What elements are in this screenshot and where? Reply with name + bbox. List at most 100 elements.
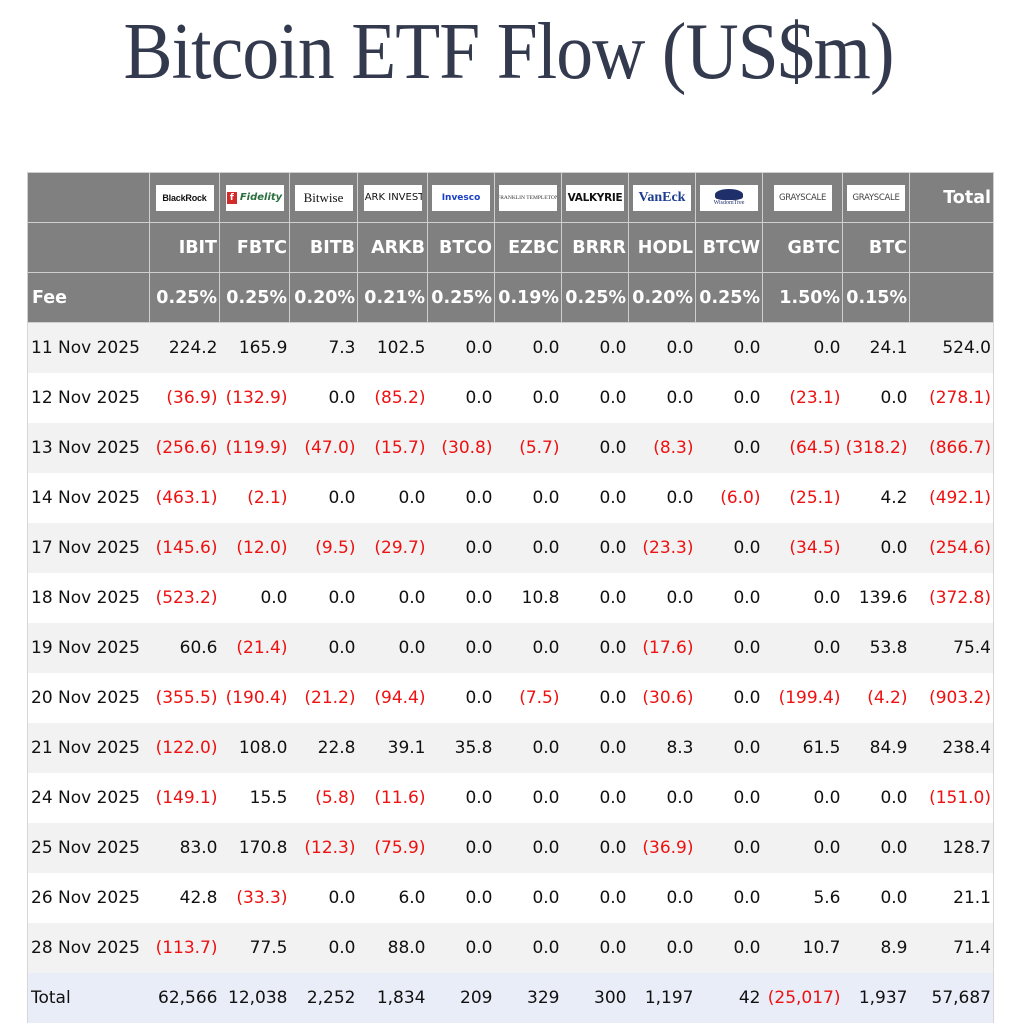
flow-cell: 60.6	[149, 623, 220, 673]
total-cell: 300	[561, 973, 629, 1023]
ark-invest-logo-icon: ARK INVEST	[363, 184, 422, 211]
flow-cell: 84.9	[842, 723, 910, 773]
date-cell: 21 Nov 2025	[27, 723, 150, 773]
flow-cell: 7.3	[289, 322, 358, 373]
issuer-header-valkyrie: VALKYRIE	[561, 172, 629, 223]
flow-cell: 10.7	[762, 923, 843, 973]
flow-cell: (21.4)	[219, 623, 290, 673]
flow-cell: 108.0	[219, 723, 290, 773]
flow-cell: 0.0	[427, 673, 495, 723]
flow-cell: 0.0	[289, 373, 358, 423]
flow-cell: (75.9)	[357, 823, 428, 873]
row-total-cell: (866.7)	[909, 423, 994, 473]
total-row-label: Total	[27, 973, 150, 1023]
ticker-header: IBIT	[149, 222, 220, 273]
table-row: 25 Nov 2025 83.0 170.8 (12.3) (75.9) 0.0 0.0 0.…	[27, 823, 994, 873]
ticker-header: FBTC	[219, 222, 290, 273]
flow-cell: (94.4)	[357, 673, 428, 723]
flow-cell: (34.5)	[762, 523, 843, 573]
flow-cell: 42.8	[149, 873, 220, 923]
flow-cell: 0.0	[561, 373, 629, 423]
flow-cell: 0.0	[842, 823, 910, 873]
ticker-header: BITB	[289, 222, 358, 273]
ticker-total-blank	[909, 222, 994, 273]
flow-cell: 0.0	[427, 823, 495, 873]
flow-cell: 0.0	[695, 573, 763, 623]
flow-cell: (256.6)	[149, 423, 220, 473]
flow-cell: (29.7)	[357, 523, 428, 573]
date-cell: 28 Nov 2025	[27, 923, 150, 973]
date-cell: 17 Nov 2025	[27, 523, 150, 573]
fee-row: Fee 0.25% 0.25% 0.20% 0.21% 0.25% 0.19% …	[27, 272, 994, 323]
date-cell: 25 Nov 2025	[27, 823, 150, 873]
flow-cell: 0.0	[357, 473, 428, 523]
flow-cell: 0.0	[357, 623, 428, 673]
flow-cell: 39.1	[357, 723, 428, 773]
valkyrie-logo-icon: VALKYRIE	[566, 184, 624, 211]
row-total-cell: 524.0	[909, 322, 994, 373]
flow-cell: 0.0	[561, 473, 629, 523]
row-total-cell: (151.0)	[909, 773, 994, 823]
table-row: 28 Nov 2025 (113.7) 77.5 0.0 88.0 0.0 0.0 0.0 0.…	[27, 923, 994, 973]
flow-cell: 0.0	[561, 723, 629, 773]
issuer-header-grayscale-gbtc: GRAYSCALE	[762, 172, 843, 223]
row-total-cell: 71.4	[909, 923, 994, 973]
date-cell: 12 Nov 2025	[27, 373, 150, 423]
table-row: 13 Nov 2025 (256.6) (119.9) (47.0) (15.7) (30…	[27, 423, 994, 473]
flow-cell: 0.0	[427, 773, 495, 823]
ticker-header: GBTC	[762, 222, 843, 273]
ticker-header: BTC	[842, 222, 910, 273]
flow-cell: 8.9	[842, 923, 910, 973]
flow-cell: 0.0	[494, 473, 562, 523]
flow-cell: 0.0	[762, 573, 843, 623]
row-total-cell: (372.8)	[909, 573, 994, 623]
flow-cell: (149.1)	[149, 773, 220, 823]
flow-cell: (5.8)	[289, 773, 358, 823]
flow-cell: 0.0	[628, 773, 696, 823]
flow-cell: 0.0	[427, 573, 495, 623]
flow-cell: 0.0	[289, 573, 358, 623]
total-row: Total 62,566 12,038 2,252 1,834 209 329 …	[27, 973, 994, 1023]
page-title: Bitcoin ETF Flow (US$m)	[123, 8, 894, 96]
flow-cell: 22.8	[289, 723, 358, 773]
ticker-header: HODL	[628, 222, 696, 273]
wisdomtree-logo-icon: WisdomTree	[700, 184, 758, 211]
fee-value: 0.15%	[842, 272, 910, 323]
flow-cell: (23.1)	[762, 373, 843, 423]
fee-value: 0.19%	[494, 272, 562, 323]
flow-cell: 0.0	[427, 873, 495, 923]
flow-cell: 0.0	[427, 373, 495, 423]
flow-cell: 53.8	[842, 623, 910, 673]
flow-cell: (36.9)	[149, 373, 220, 423]
table-row: 20 Nov 2025 (355.5) (190.4) (21.2) (94.4) 0.0…	[27, 673, 994, 723]
flow-cell: (190.4)	[219, 673, 290, 723]
issuer-header-bitwise: Bitwise	[289, 172, 358, 223]
vaneck-logo-icon: VanEck	[633, 184, 691, 211]
ticker-header: BTCW	[695, 222, 763, 273]
row-total-cell: (492.1)	[909, 473, 994, 523]
flow-cell: 0.0	[494, 723, 562, 773]
ticker-header: ARKB	[357, 222, 428, 273]
fee-value: 0.25%	[149, 272, 220, 323]
grayscale-logo-icon: GRAYSCALE	[773, 184, 832, 211]
ticker-row-label	[27, 222, 150, 273]
flow-cell: 77.5	[219, 923, 290, 973]
fee-value: 0.25%	[219, 272, 290, 323]
flow-cell: 0.0	[695, 423, 763, 473]
total-cell: 1,197	[628, 973, 696, 1023]
flow-cell: 0.0	[695, 373, 763, 423]
total-cell: 1,937	[842, 973, 910, 1023]
row-total-cell: 21.1	[909, 873, 994, 923]
flow-cell: 102.5	[357, 322, 428, 373]
flow-cell: 0.0	[628, 373, 696, 423]
flow-cell: 5.6	[762, 873, 843, 923]
flow-cell: (21.2)	[289, 673, 358, 723]
table-row: 14 Nov 2025 (463.1) (2.1) 0.0 0.0 0.0 0.0 0.0 0.…	[27, 473, 994, 523]
flow-cell: (145.6)	[149, 523, 220, 573]
flow-cell: 88.0	[357, 923, 428, 973]
flow-cell: 83.0	[149, 823, 220, 873]
etf-flow-table: BlackRock f Fidelity Bitwise ARK INVEST …	[27, 172, 994, 1023]
flow-cell: 0.0	[427, 473, 495, 523]
issuer-header-grayscale-btc: GRAYSCALE	[842, 172, 910, 223]
flow-cell: (8.3)	[628, 423, 696, 473]
